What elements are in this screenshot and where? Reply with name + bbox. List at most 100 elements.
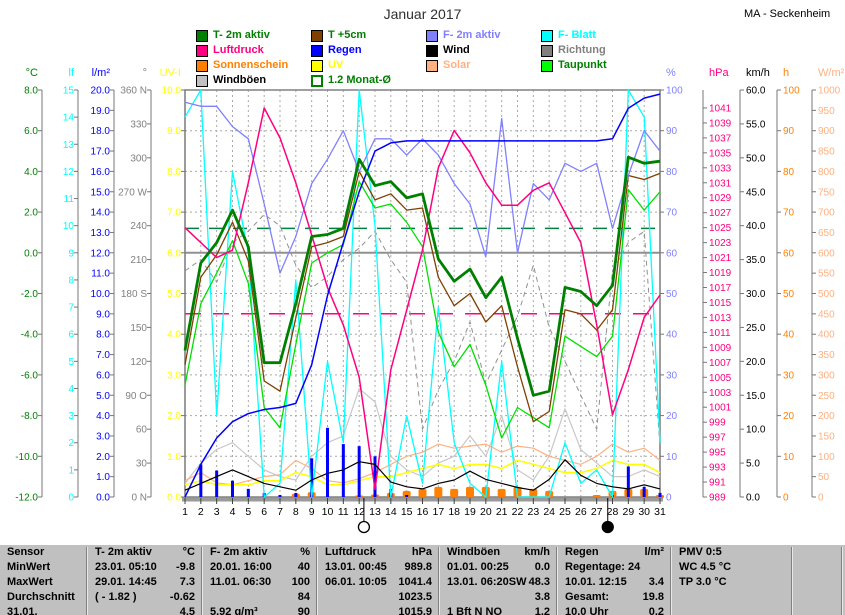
bar-sonnenschein: [450, 488, 459, 497]
legend-label: F- Blatt: [558, 29, 596, 41]
bar-regen-bars: [310, 458, 314, 497]
legend-label: F- 2m aktiv: [443, 29, 501, 41]
cell-text: 10.0 Uhr: [565, 606, 609, 615]
x-tick-label: 16: [417, 506, 429, 518]
axis-tick-label: 330: [130, 119, 147, 130]
axis-tick-label: 1013: [709, 313, 732, 324]
axis-title-deg: °: [143, 67, 147, 79]
x-tick-label: 8: [293, 506, 299, 518]
x-tick-label: 28: [607, 506, 619, 518]
axis-tick-label: 997: [709, 433, 726, 444]
axis-tick-label: 4.0: [96, 411, 110, 422]
table-col-empty: [793, 545, 845, 615]
bar-sonnenschein: [497, 488, 506, 497]
series-t2m: [183, 155, 661, 397]
row-label: Durchschnitt: [7, 591, 75, 603]
row-label: MaxWert: [7, 576, 53, 588]
series-f2m: [184, 101, 661, 274]
legend-swatch-icon: [541, 30, 553, 42]
axis-title-kmh: km/h: [746, 67, 770, 79]
axis-tick-label: 5.0: [167, 289, 181, 300]
cell-text: 23.01. 05:10: [95, 561, 157, 573]
axis-tick-label: 18.0: [91, 126, 111, 137]
legend-swatch-icon: [311, 30, 323, 42]
axis-tick-label: 11: [64, 194, 75, 205]
table-separator: [438, 547, 439, 615]
cell-value: 989.8: [404, 561, 432, 573]
axis-title-uvi: UV-I: [160, 67, 181, 79]
col-header: Regen: [565, 546, 599, 558]
cell-value: 40: [297, 561, 310, 573]
axis-title-temp: °C: [26, 67, 38, 79]
cell-text: Regentage: 24: [565, 561, 641, 573]
table-col-luftdruck: Luftdruck hPa 13.01. 00:45 989.8 06.01. 10:0…: [318, 545, 440, 615]
axis-tick-label: 16.0: [91, 167, 111, 178]
axis-tick-label: 3.0: [96, 431, 110, 442]
cell-value: 1015.9: [398, 606, 432, 615]
axis-tick-label: 13: [63, 140, 75, 151]
axis-tick-label: 6.0: [167, 248, 181, 259]
axis-tick-label: 150: [818, 431, 835, 442]
legend-label: T +5cm: [328, 29, 367, 41]
station-name: MA - Seckenheim: [744, 8, 831, 20]
axis-tick-label: 450: [818, 309, 835, 320]
cell-value: 0.2: [648, 606, 664, 615]
legend-swatch-icon: [311, 75, 323, 87]
axis-tick-label: 0: [783, 493, 789, 504]
x-tick-label: 25: [559, 506, 571, 518]
axis-tick-label: 11.0: [91, 269, 110, 280]
series-luftdruck: [184, 107, 661, 491]
axis-tick-label: 9.0: [96, 309, 110, 320]
cell-value: 90: [297, 606, 310, 615]
x-tick-label: 1: [182, 506, 188, 518]
series-fblatt: [184, 89, 661, 498]
bar-regen-bars: [642, 486, 646, 497]
axis-tick-label: 991: [709, 478, 726, 489]
axis-tick-label: 1009: [709, 343, 732, 354]
axis-tick-label: 700: [818, 208, 835, 219]
axis-tick-label: 10: [63, 221, 75, 232]
bar-regen-bars: [294, 492, 298, 497]
axis-tick-label: -10.0: [15, 452, 38, 463]
x-tick-label: 14: [385, 506, 397, 518]
axis-tick-label: 1033: [709, 163, 732, 174]
cell-text: 20.01. 16:00: [210, 561, 272, 573]
axis-tick-label: 50: [818, 472, 830, 483]
axis-tick-label: 400: [818, 330, 835, 341]
x-tick-label: 15: [401, 506, 413, 518]
series-t5cm: [184, 170, 661, 423]
legend-label: 1.2 Monat-Ø: [328, 74, 391, 86]
axis-tick-label: 6: [68, 330, 74, 341]
axis-tick-label: 100: [818, 452, 835, 463]
axis-tick-label: 5.0: [746, 459, 760, 470]
axis-tick-label: 14: [63, 113, 75, 124]
legend-swatch-icon: [196, 60, 208, 72]
axis-tick-label: 7.0: [167, 208, 181, 219]
axis-tick-label: 30: [136, 459, 148, 470]
axis-tick-label: 4.0: [167, 330, 181, 341]
axis-tick-label: 4: [68, 384, 74, 395]
axis-tick-label: 2.0: [24, 208, 38, 219]
table-separator: [316, 547, 317, 615]
axis-tick-label: 4.0: [24, 167, 38, 178]
axis-tick-label: 1029: [709, 193, 732, 204]
x-tick-label: 5: [245, 506, 251, 518]
axis-tick-label: 60.0: [746, 86, 766, 97]
x-tick-label: 27: [591, 506, 603, 518]
axis-tick-label: 15.0: [91, 187, 111, 198]
legend-label: Richtung: [558, 44, 606, 56]
axis-tick-label: 0.0: [96, 493, 110, 504]
axis-tick-label: 800: [818, 167, 835, 178]
cell-value: 100: [291, 576, 310, 588]
table-separator: [841, 547, 842, 615]
col-header: PMV 0:5: [679, 546, 722, 558]
axis-tick-label: 1023: [709, 238, 732, 249]
legend-swatch-icon: [426, 30, 438, 42]
cell-text: 06.01. 10:05: [325, 576, 387, 588]
axis-tick-label: 600: [818, 248, 835, 259]
axis-tick-label: 40: [783, 330, 795, 341]
axis-tick-label: 7: [68, 303, 74, 314]
cell-text: 29.01. 14:45: [95, 576, 157, 588]
x-tick-label: 22: [512, 506, 524, 518]
series-uv: [184, 459, 661, 486]
